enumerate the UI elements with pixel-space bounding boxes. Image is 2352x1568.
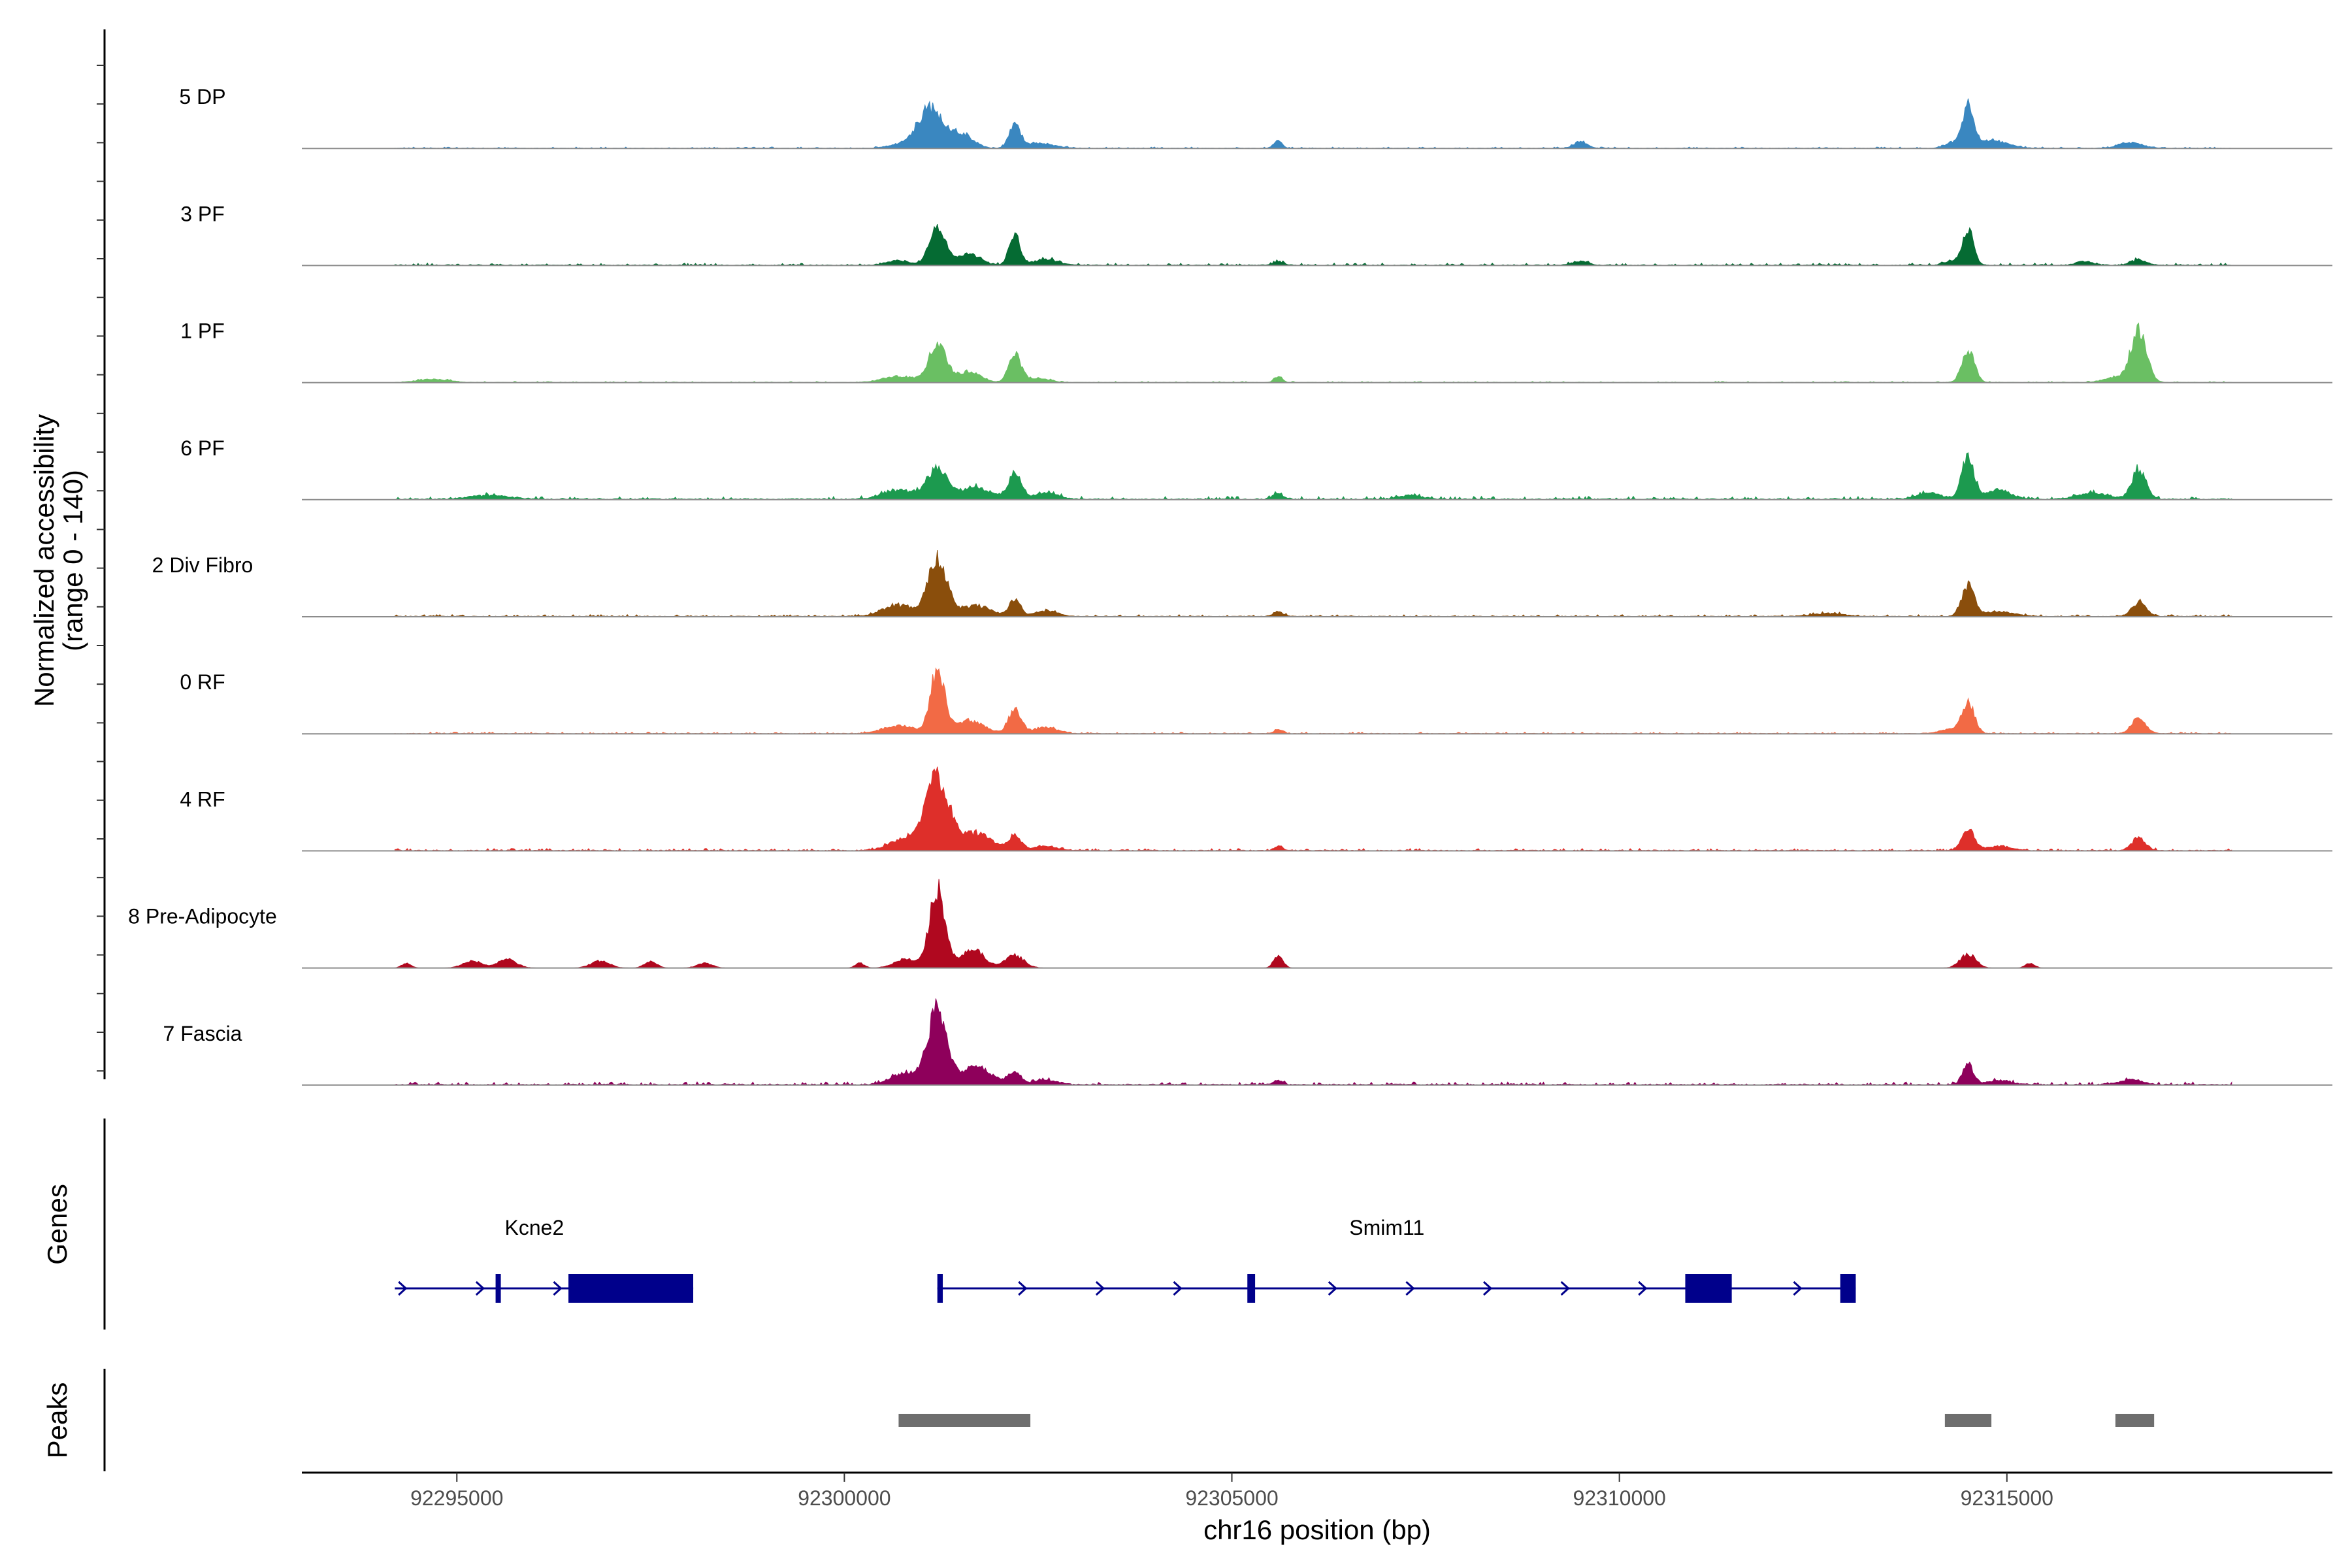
track-label: 3 PF xyxy=(180,202,225,225)
exon xyxy=(1840,1274,1856,1303)
track-label: 5 DP xyxy=(179,85,225,108)
strand-arrow xyxy=(1482,1281,1493,1296)
track-label: 8 Pre-Adipocyte xyxy=(128,905,277,928)
coverage-tracks: 5 DP 3 PF 1 PF 6 PF 2 Div Fibro 0 RF 4 RF 8 Pre… xyxy=(128,85,2332,1086)
strand-arrow xyxy=(398,1281,408,1296)
peak-region xyxy=(898,1414,1031,1427)
track-label: 7 Fascia xyxy=(163,1022,242,1045)
exon xyxy=(1247,1274,1256,1303)
strand-arrow xyxy=(1095,1281,1105,1296)
gene-kcne2: Kcne2 xyxy=(395,1216,694,1303)
x-tick-label: 92295000 xyxy=(410,1486,503,1510)
coverage-ylabel: Normalized accessibility xyxy=(29,414,59,707)
track-8-pre-adipocyte: 8 Pre-Adipocyte xyxy=(128,879,2332,969)
track-6-pf: 6 PF xyxy=(180,436,2332,500)
track-0-rf: 0 RF xyxy=(180,667,2332,735)
gene-smim11: Smim11 xyxy=(937,1216,1856,1303)
coverage-area xyxy=(394,879,2232,969)
track-label: 6 PF xyxy=(180,436,225,460)
x-tick-label: 92305000 xyxy=(1185,1486,1278,1510)
coverage-ylabel-range: (range 0 - 140) xyxy=(57,470,88,651)
coverage-area xyxy=(394,549,2232,617)
track-4-rf: 4 RF xyxy=(180,766,2332,852)
gene-label: Kcne2 xyxy=(505,1216,564,1239)
coverage-area xyxy=(394,322,2232,384)
x-axis: 92295000 92300000 92305000 92310000 92315000 xyxy=(302,1471,2332,1510)
x-tick-label: 92310000 xyxy=(1573,1486,1665,1510)
track-label: 0 RF xyxy=(180,670,225,694)
peak-region xyxy=(1944,1414,1992,1427)
peaks-panel xyxy=(103,1369,2155,1471)
exon xyxy=(1685,1274,1732,1303)
strand-arrow xyxy=(1173,1281,1183,1296)
coverage-area xyxy=(394,667,2232,734)
track-3-pf: 3 PF xyxy=(180,202,2332,267)
x-axis-title: chr16 position (bp) xyxy=(1203,1514,1431,1545)
exon xyxy=(937,1274,943,1303)
strand-arrow xyxy=(475,1281,485,1296)
coverage-area xyxy=(394,766,2232,852)
track-1-pf: 1 PF xyxy=(180,319,2332,384)
x-tick-label: 92300000 xyxy=(798,1486,890,1510)
coverage-area xyxy=(394,998,2232,1086)
genes-panel: Kcne2 Smim11 xyxy=(103,1119,1856,1330)
x-tick-label: 92315000 xyxy=(1961,1486,2053,1510)
strand-arrow xyxy=(1793,1281,1803,1296)
exon xyxy=(568,1274,694,1303)
peaks-panel-title: Peaks xyxy=(42,1382,73,1459)
coverage-area xyxy=(394,98,2232,149)
peak-region xyxy=(2115,1414,2155,1427)
strand-arrow xyxy=(1560,1281,1570,1296)
track-2-div-fibro: 2 Div Fibro xyxy=(152,549,2332,617)
strand-arrow xyxy=(1405,1281,1415,1296)
strand-arrow xyxy=(553,1281,563,1296)
coverage-area xyxy=(394,452,2232,500)
track-label: 1 PF xyxy=(180,319,225,343)
exon xyxy=(495,1274,501,1303)
strand-arrow xyxy=(1638,1281,1648,1296)
track-5-dp: 5 DP xyxy=(179,85,2332,150)
strand-arrow xyxy=(1328,1281,1337,1296)
strand-arrow xyxy=(1018,1281,1028,1296)
genes-panel-title: Genes xyxy=(42,1184,73,1265)
gene-label: Smim11 xyxy=(1349,1216,1424,1239)
track-label: 2 Div Fibro xyxy=(152,553,253,577)
track-7-fascia: 7 Fascia xyxy=(163,998,2332,1086)
track-label: 4 RF xyxy=(180,787,225,811)
coverage-y-axis xyxy=(97,29,106,1079)
coverage-area xyxy=(394,223,2232,267)
